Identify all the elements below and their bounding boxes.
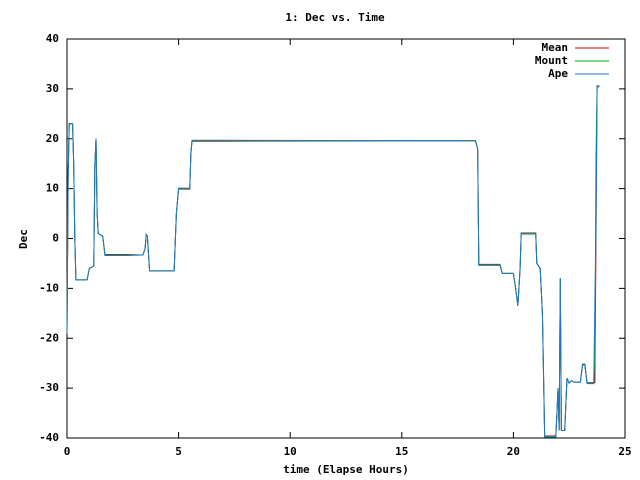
- x-tick-label: 10: [284, 445, 297, 458]
- chart-title: 1: Dec vs. Time: [285, 11, 385, 24]
- y-tick-label: 0: [52, 232, 59, 245]
- plot-border: [66, 38, 626, 439]
- y-tick-label: -10: [39, 281, 59, 294]
- y-tick-label: 30: [46, 82, 59, 95]
- x-tick-label: 5: [175, 445, 182, 458]
- series-line: [66, 85, 600, 437]
- y-tick-label: -30: [39, 381, 59, 394]
- series-line: [66, 85, 600, 438]
- y-tick-label: -20: [39, 331, 59, 344]
- x-tick-label: 20: [507, 445, 520, 458]
- x-tick-label: 15: [395, 445, 408, 458]
- x-tick-label: 25: [618, 445, 631, 458]
- y-axis-label: Dec: [17, 229, 30, 249]
- y-tick-label: 40: [46, 32, 59, 45]
- legend-label: Ape: [548, 67, 568, 80]
- x-tick-label: 0: [64, 445, 71, 458]
- series-line: [66, 86, 600, 438]
- x-axis-label: time (Elapse Hours): [283, 463, 409, 476]
- y-tick-label: -40: [39, 431, 59, 444]
- y-tick-label: 20: [46, 132, 59, 145]
- legend-label: Mean: [542, 41, 569, 54]
- legend-label: Mount: [535, 54, 568, 67]
- y-tick-label: 10: [46, 182, 59, 195]
